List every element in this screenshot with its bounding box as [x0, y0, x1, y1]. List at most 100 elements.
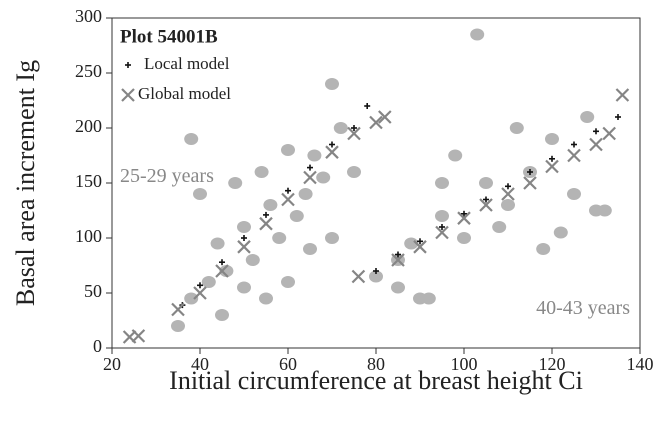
point	[351, 125, 357, 131]
point-stroke	[457, 211, 471, 225]
point	[285, 187, 291, 194]
point	[457, 232, 471, 244]
x-tick-label: 60	[279, 354, 297, 374]
x-tick-label: 140	[627, 354, 654, 374]
point	[289, 210, 304, 222]
point	[281, 144, 295, 156]
point	[593, 128, 599, 135]
point	[479, 198, 493, 212]
point	[351, 269, 366, 284]
point	[298, 188, 313, 200]
point	[523, 176, 537, 190]
point	[215, 309, 229, 321]
point-stroke	[122, 330, 137, 344]
point-stroke	[523, 176, 537, 190]
point-stroke	[545, 159, 559, 174]
point	[241, 235, 247, 241]
point	[219, 259, 225, 266]
point	[435, 225, 449, 240]
point	[184, 292, 199, 305]
point	[369, 270, 383, 283]
point	[435, 177, 449, 189]
point	[316, 171, 331, 184]
point	[421, 292, 436, 305]
point	[505, 183, 511, 190]
point	[567, 188, 581, 200]
legend-label: Global model	[138, 84, 231, 103]
point	[237, 240, 251, 254]
point	[501, 187, 515, 201]
point	[549, 155, 555, 162]
point	[325, 232, 339, 244]
point	[364, 103, 371, 109]
point-stroke	[171, 302, 185, 317]
annotation: 40-43 years	[536, 297, 630, 319]
point	[571, 141, 577, 148]
point	[615, 88, 630, 102]
point	[184, 133, 199, 145]
point	[272, 232, 287, 244]
point	[333, 122, 348, 134]
x-tick-label: 40	[191, 354, 209, 374]
point	[193, 188, 207, 200]
point	[307, 164, 313, 171]
legend-title: Plot 54001B	[120, 26, 218, 47]
point-stroke	[391, 253, 405, 267]
point	[303, 170, 317, 185]
point	[479, 177, 493, 189]
point-stroke	[281, 192, 295, 207]
point	[391, 253, 405, 267]
point	[545, 133, 559, 145]
point	[307, 149, 322, 162]
point	[536, 243, 551, 255]
point	[378, 110, 392, 124]
point-stroke	[259, 216, 273, 231]
point	[193, 286, 207, 300]
point	[281, 276, 295, 288]
point	[263, 199, 278, 211]
point-stroke	[347, 126, 361, 141]
point	[228, 177, 243, 189]
point	[369, 115, 383, 130]
point	[254, 166, 269, 178]
point	[435, 210, 449, 222]
point-stroke	[131, 329, 146, 343]
point-stroke	[567, 148, 581, 163]
y-tick-label: 200	[75, 116, 102, 136]
point	[439, 224, 445, 230]
point-stroke	[351, 269, 366, 284]
y-tick-label: 0	[93, 336, 102, 356]
point	[509, 122, 524, 134]
point	[373, 268, 379, 274]
point-stroke	[303, 170, 317, 185]
point	[171, 320, 185, 332]
legend-marker	[121, 88, 135, 102]
point	[329, 141, 335, 148]
point-stroke	[193, 286, 207, 300]
point	[567, 148, 581, 163]
point	[219, 265, 234, 277]
y-tick-label: 300	[75, 6, 102, 26]
point	[347, 126, 361, 141]
point	[483, 196, 489, 203]
point	[197, 282, 203, 289]
point	[281, 192, 295, 207]
point	[461, 210, 467, 217]
point	[263, 211, 269, 218]
point-stroke	[602, 126, 616, 141]
point	[237, 221, 251, 233]
legend-marker-stroke	[121, 88, 135, 102]
point	[325, 78, 339, 90]
point	[602, 126, 616, 141]
point	[259, 216, 273, 231]
point-stroke	[325, 145, 339, 159]
point-stroke	[413, 240, 427, 254]
legend-marker	[125, 62, 131, 68]
y-tick-label: 250	[75, 61, 102, 81]
point	[303, 243, 317, 255]
y-tick-label: 50	[84, 281, 102, 301]
x-axis-label: Initial circumference at breast height C…	[169, 366, 583, 395]
point-stroke	[435, 225, 449, 240]
point	[237, 281, 251, 294]
